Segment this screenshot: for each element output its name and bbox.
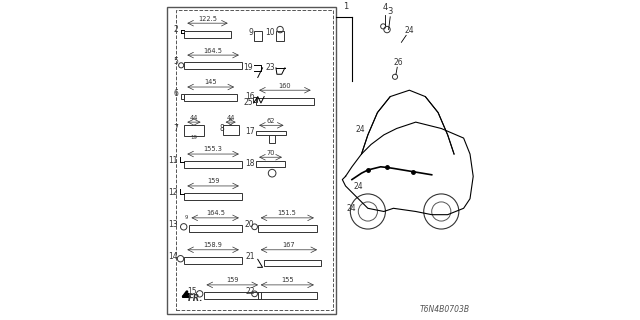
Text: 17: 17 bbox=[245, 127, 255, 136]
Text: 2: 2 bbox=[173, 25, 178, 34]
Text: 5: 5 bbox=[173, 57, 178, 66]
Text: 26: 26 bbox=[394, 58, 403, 67]
Text: 12: 12 bbox=[168, 188, 178, 197]
Text: 122.5: 122.5 bbox=[198, 16, 217, 22]
Text: 20: 20 bbox=[245, 220, 255, 229]
Text: 3: 3 bbox=[388, 7, 393, 16]
Bar bbox=[256, 131, 287, 135]
Bar bbox=[177, 11, 333, 310]
Text: 164.5: 164.5 bbox=[204, 48, 223, 53]
Text: 70: 70 bbox=[266, 150, 275, 156]
Text: 18: 18 bbox=[245, 159, 255, 168]
Bar bbox=[184, 193, 242, 200]
Bar bbox=[184, 94, 237, 101]
Bar bbox=[269, 135, 275, 143]
Text: 167: 167 bbox=[282, 242, 295, 248]
Bar bbox=[223, 125, 239, 135]
Text: 159: 159 bbox=[226, 277, 239, 283]
Text: 155.3: 155.3 bbox=[204, 147, 223, 153]
Text: 25: 25 bbox=[243, 99, 253, 108]
Text: 62: 62 bbox=[267, 118, 275, 124]
Bar bbox=[184, 125, 204, 137]
Text: 9: 9 bbox=[184, 214, 188, 220]
Bar bbox=[258, 292, 317, 299]
Bar bbox=[258, 225, 317, 232]
Text: 14: 14 bbox=[168, 252, 178, 261]
Text: 10: 10 bbox=[266, 28, 275, 37]
Text: 8: 8 bbox=[220, 124, 224, 133]
Text: 19: 19 bbox=[243, 63, 253, 72]
Text: T6N4B0703B: T6N4B0703B bbox=[420, 305, 470, 314]
Text: 16: 16 bbox=[245, 92, 255, 101]
Bar bbox=[184, 30, 230, 37]
Text: 44: 44 bbox=[189, 115, 198, 121]
Text: 6: 6 bbox=[173, 89, 178, 98]
Text: 24: 24 bbox=[346, 204, 356, 213]
Text: 21: 21 bbox=[245, 252, 255, 261]
Text: 13: 13 bbox=[168, 220, 178, 229]
Bar bbox=[204, 292, 261, 299]
Text: 159: 159 bbox=[207, 178, 220, 184]
Bar bbox=[256, 161, 285, 167]
Text: 151.5: 151.5 bbox=[278, 210, 296, 216]
Text: 24: 24 bbox=[355, 125, 365, 134]
Bar bbox=[184, 257, 242, 264]
Text: 11: 11 bbox=[168, 156, 178, 165]
Text: 1: 1 bbox=[343, 2, 348, 11]
Text: 15: 15 bbox=[188, 287, 197, 296]
Text: 24: 24 bbox=[353, 182, 363, 191]
Bar bbox=[253, 31, 262, 41]
Bar bbox=[184, 161, 242, 168]
Bar bbox=[189, 225, 242, 232]
Text: FR.: FR. bbox=[188, 294, 203, 303]
Text: 7: 7 bbox=[173, 124, 178, 133]
Bar bbox=[256, 98, 314, 105]
Bar bbox=[184, 62, 242, 69]
Text: 145: 145 bbox=[205, 79, 217, 85]
Text: 160: 160 bbox=[278, 83, 291, 89]
Bar bbox=[180, 94, 184, 99]
Text: 158.9: 158.9 bbox=[204, 242, 223, 248]
Text: 24: 24 bbox=[404, 26, 414, 35]
Text: 19: 19 bbox=[191, 135, 197, 140]
Text: 9: 9 bbox=[248, 28, 253, 37]
Text: 22: 22 bbox=[245, 287, 255, 296]
Text: 23: 23 bbox=[266, 63, 275, 72]
Text: 155: 155 bbox=[281, 277, 293, 283]
Text: 164.5: 164.5 bbox=[206, 210, 225, 216]
Text: 4: 4 bbox=[383, 4, 388, 12]
Bar bbox=[264, 260, 321, 266]
Bar bbox=[167, 7, 336, 314]
Text: 44: 44 bbox=[227, 115, 235, 121]
Bar bbox=[253, 97, 257, 102]
Bar bbox=[276, 31, 284, 41]
